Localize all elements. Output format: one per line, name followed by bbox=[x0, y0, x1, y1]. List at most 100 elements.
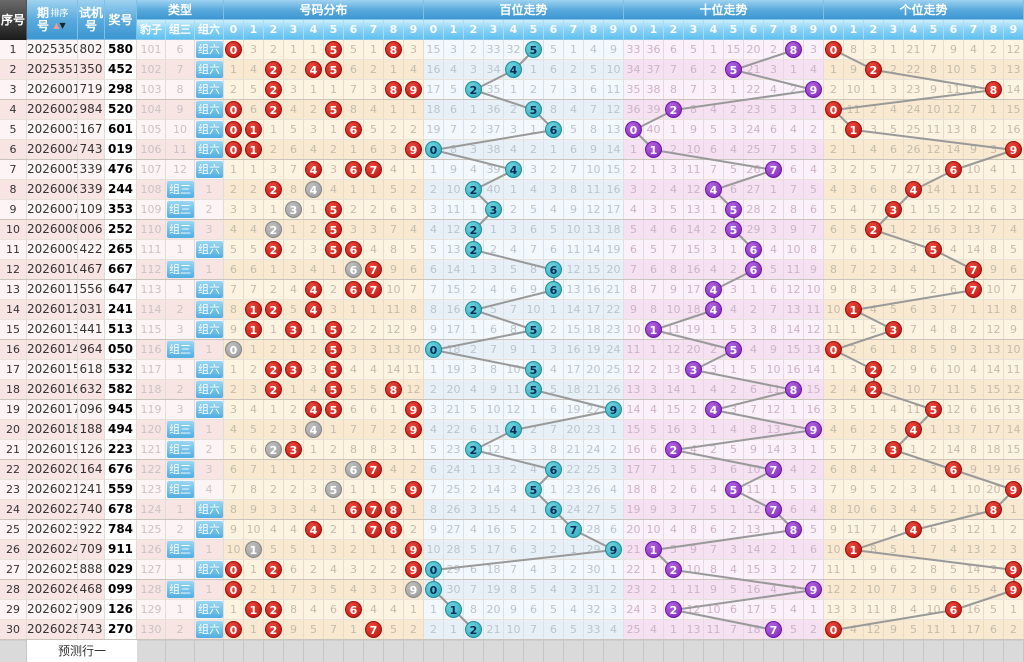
type-badge: 组六 bbox=[195, 521, 223, 538]
miss-count: 2 bbox=[490, 243, 497, 256]
miss-count: 2 bbox=[270, 283, 277, 296]
prediction-cell[interactable] bbox=[384, 640, 404, 662]
trend-cell: 6 bbox=[564, 140, 584, 159]
miss-count: 3 bbox=[390, 143, 397, 156]
prediction-cell[interactable] bbox=[364, 640, 384, 662]
prediction-label[interactable]: 预测行一 bbox=[27, 640, 137, 662]
prediction-cell[interactable] bbox=[924, 640, 944, 662]
period-cell: 2026026 bbox=[27, 580, 78, 599]
prediction-cell[interactable] bbox=[904, 640, 924, 662]
trend-cell: 5 bbox=[764, 600, 784, 619]
trend-cell: 3 bbox=[424, 400, 444, 419]
miss-count: 1 bbox=[470, 203, 477, 216]
miss-count: 10 bbox=[666, 303, 681, 316]
miss-count: 3 bbox=[430, 403, 437, 416]
trend-cell: 8 bbox=[384, 80, 404, 99]
prediction-cell[interactable] bbox=[864, 640, 884, 662]
miss-count: 6 bbox=[510, 543, 517, 556]
sort-control[interactable]: 排序 ▲▼ bbox=[50, 9, 68, 31]
sort-asc-icon[interactable]: ▲ bbox=[53, 20, 60, 30]
trend-cell: 13 bbox=[624, 380, 644, 399]
prediction-cell[interactable] bbox=[484, 640, 504, 662]
miss-count: 4 bbox=[710, 383, 717, 396]
miss-count: 2 bbox=[850, 163, 857, 176]
prediction-cell[interactable] bbox=[684, 640, 704, 662]
prediction-cell[interactable] bbox=[284, 640, 304, 662]
prediction-cell[interactable] bbox=[324, 640, 344, 662]
miss-count: 12 bbox=[966, 203, 981, 216]
prediction-cell[interactable] bbox=[624, 640, 644, 662]
trend-cell: 5 bbox=[804, 520, 824, 539]
zusan-cell: 组三 bbox=[166, 440, 195, 459]
trend-cell: 1 bbox=[304, 80, 324, 99]
prediction-cell[interactable] bbox=[504, 640, 524, 662]
prediction-cell[interactable] bbox=[824, 640, 844, 662]
trend-cell: 27 bbox=[444, 520, 464, 539]
prediction-cell[interactable] bbox=[464, 640, 484, 662]
prediction-cell[interactable] bbox=[524, 640, 544, 662]
prediction-cell[interactable] bbox=[704, 640, 724, 662]
prediction-cell[interactable] bbox=[304, 640, 324, 662]
miss-count: 16 bbox=[926, 223, 941, 236]
prediction-cell[interactable] bbox=[584, 640, 604, 662]
miss-count: 11 bbox=[606, 83, 621, 96]
trend-cell: 24 bbox=[604, 340, 624, 359]
prediction-cell[interactable] bbox=[944, 640, 964, 662]
miss-count: 14 bbox=[1006, 423, 1021, 436]
trend-cell: 1 bbox=[904, 440, 924, 459]
prediction-cell[interactable] bbox=[264, 640, 284, 662]
prediction-cell[interactable] bbox=[195, 640, 224, 662]
prediction-cell[interactable] bbox=[1004, 640, 1024, 662]
miss-count: 30 bbox=[586, 563, 601, 576]
miss-count: 4 bbox=[230, 423, 237, 436]
trend-cell: 1 bbox=[264, 120, 284, 139]
zuliu-cell: 1 bbox=[195, 340, 224, 359]
trend-cell: 25 bbox=[444, 480, 464, 499]
miss-count: 1 bbox=[350, 303, 357, 316]
miss-count: 7 bbox=[770, 303, 777, 316]
prediction-cell[interactable] bbox=[544, 640, 564, 662]
trend-cell: 13 bbox=[584, 220, 604, 239]
miss-count: 3 bbox=[750, 323, 757, 336]
prediction-cell[interactable] bbox=[984, 640, 1004, 662]
prediction-cell[interactable] bbox=[804, 640, 824, 662]
trend-cell: 0 bbox=[424, 580, 444, 599]
miss-count: 8 bbox=[850, 463, 857, 476]
prediction-cell[interactable] bbox=[424, 640, 444, 662]
miss-count: 19 bbox=[486, 583, 501, 596]
prediction-cell[interactable] bbox=[444, 640, 464, 662]
trend-cell: 14 bbox=[964, 240, 984, 259]
trend-cell: 4 bbox=[304, 300, 324, 319]
trend-cell: 10 bbox=[924, 600, 944, 619]
miss-count: 1 bbox=[650, 343, 657, 356]
prediction-cell[interactable] bbox=[224, 640, 244, 662]
miss-count: 6 bbox=[810, 203, 817, 216]
sort-desc-icon[interactable]: ▼ bbox=[59, 20, 66, 30]
miss-count: 6 bbox=[250, 263, 257, 276]
trend-cell: 13 bbox=[964, 540, 984, 559]
prediction-cell[interactable] bbox=[564, 640, 584, 662]
prediction-cell[interactable] bbox=[664, 640, 684, 662]
prediction-cell[interactable] bbox=[244, 640, 264, 662]
prediction-cell[interactable] bbox=[884, 640, 904, 662]
prediction-cell[interactable] bbox=[724, 640, 744, 662]
miss-count: 13 bbox=[766, 423, 781, 436]
miss-count: 1 bbox=[270, 323, 277, 336]
prediction-cell[interactable] bbox=[784, 640, 804, 662]
prediction-cell[interactable] bbox=[844, 640, 864, 662]
prediction-cell[interactable] bbox=[764, 640, 784, 662]
prediction-cell[interactable] bbox=[404, 640, 424, 662]
trend-cell: 6 bbox=[544, 260, 564, 279]
prediction-cell[interactable] bbox=[644, 640, 664, 662]
trend-cell: 2 bbox=[664, 140, 684, 159]
prediction-cell[interactable] bbox=[344, 640, 364, 662]
prediction-cell[interactable] bbox=[137, 640, 166, 662]
prediction-cell[interactable] bbox=[166, 640, 195, 662]
trend-cell: 2 bbox=[264, 100, 284, 119]
prediction-cell[interactable] bbox=[0, 640, 27, 662]
prediction-cell[interactable] bbox=[964, 640, 984, 662]
miss-count: 13 bbox=[806, 343, 821, 356]
trend-cell: 6 bbox=[544, 460, 564, 479]
prediction-cell[interactable] bbox=[744, 640, 764, 662]
prediction-cell[interactable] bbox=[604, 640, 624, 662]
